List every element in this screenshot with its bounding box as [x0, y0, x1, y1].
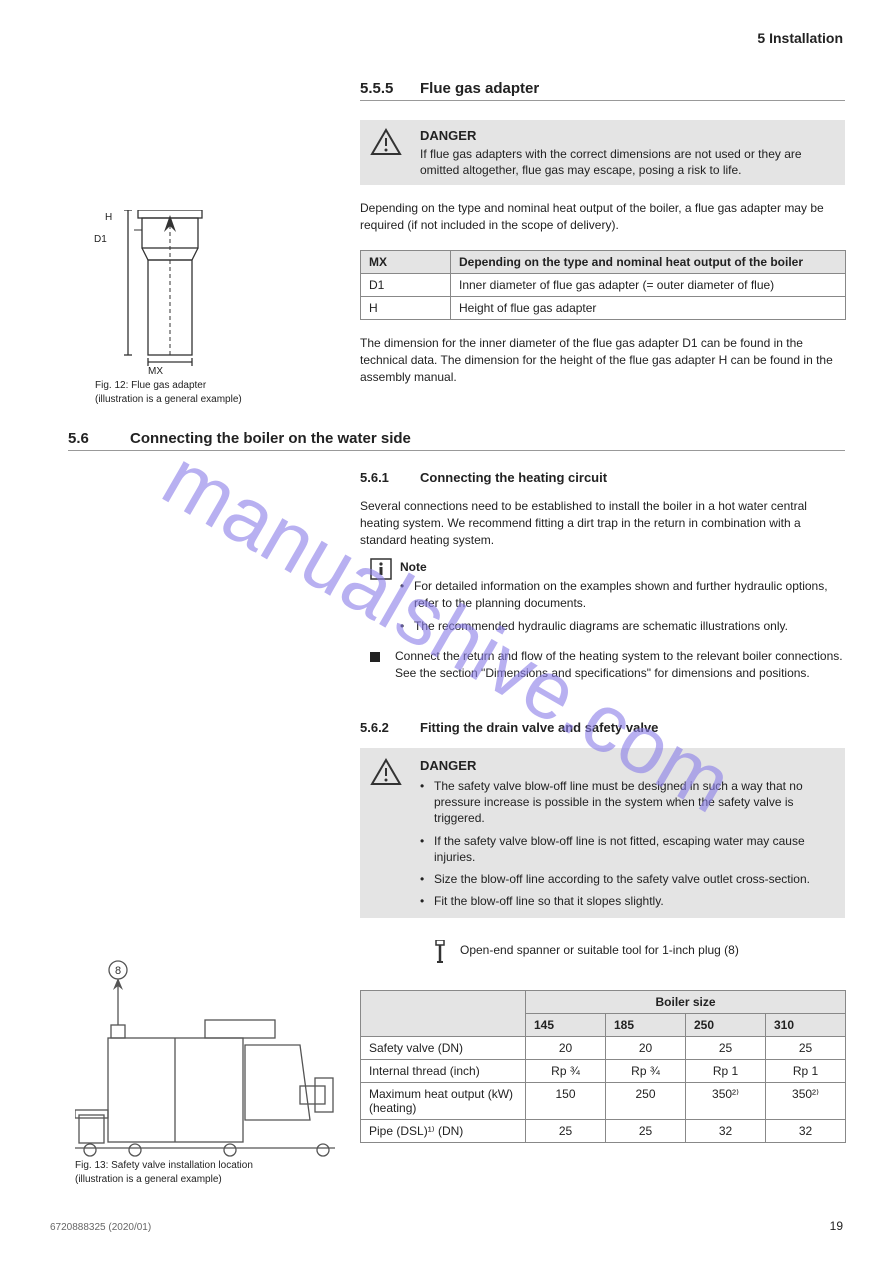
- table-cell: 25: [606, 1120, 686, 1143]
- table-cell: Maximum heat output (kW) (heating): [361, 1083, 526, 1120]
- list-item: Size the blow-off line according to the …: [420, 871, 835, 887]
- table-cell: Rp 1: [686, 1060, 766, 1083]
- table-cell: 32: [686, 1120, 766, 1143]
- safety-valve-table: Boiler size 145 185 250 310 Safety valve…: [360, 990, 846, 1143]
- section-number-56: 5.6: [68, 430, 89, 447]
- table-row: Safety valve (DN) 20 20 25 25: [361, 1037, 846, 1060]
- flue-dimensions-table: MX Depending on the type and nominal hea…: [360, 250, 846, 320]
- table-cell: Rp ¾: [606, 1060, 686, 1083]
- table-cell: H: [361, 297, 451, 320]
- table-header: Boiler size: [526, 991, 846, 1014]
- flue-para-2: The dimension for the inner diameter of …: [360, 335, 845, 385]
- dim-label-mx: MX: [148, 366, 163, 377]
- list-item: Fit the blow-off line so that it slopes …: [420, 893, 835, 909]
- figure-subcaption: (illustration is a general example): [95, 394, 242, 405]
- table-header: 310: [766, 1014, 846, 1037]
- boiler-figure: 8: [75, 960, 335, 1165]
- table-cell: 20: [526, 1037, 606, 1060]
- info-icon: [370, 558, 392, 585]
- action-bullet-icon: [370, 652, 380, 662]
- table-cell: Height of flue gas adapter: [451, 297, 846, 320]
- list-item: For detailed information on the examples…: [400, 578, 845, 612]
- danger-text: If flue gas adapters with the correct di…: [420, 146, 830, 178]
- heating-circuit-intro: Several connections need to be establish…: [360, 498, 845, 548]
- table-cell: Rp 1: [766, 1060, 846, 1083]
- figure-caption: Fig. 13: Safety valve installation locat…: [75, 1160, 253, 1171]
- tool-icon: [430, 940, 450, 969]
- table-row: Internal thread (inch) Rp ¾ Rp ¾ Rp 1 Rp…: [361, 1060, 846, 1083]
- flue-para-1: Depending on the type and nominal heat o…: [360, 200, 845, 234]
- warning-icon: [370, 128, 402, 161]
- warning-icon: [370, 758, 402, 791]
- section-divider: [68, 450, 845, 451]
- tool-requirement: Open-end spanner or suitable tool for 1-…: [460, 942, 845, 959]
- table-cell: 350²⁾: [686, 1083, 766, 1120]
- table-header: [361, 991, 526, 1037]
- page-number: 19: [830, 1219, 843, 1233]
- table-cell: Inner diameter of flue gas adapter (= ou…: [451, 274, 846, 297]
- table-header: 145: [526, 1014, 606, 1037]
- section-divider: [360, 100, 845, 101]
- subsection-title-561: Connecting the heating circuit: [420, 470, 607, 485]
- table-header: MX: [361, 251, 451, 274]
- table-row: D1 Inner diameter of flue gas adapter (=…: [361, 274, 846, 297]
- table-header: 250: [686, 1014, 766, 1037]
- list-item: If the safety valve blow-off line is not…: [420, 833, 835, 865]
- table-cell: 20: [606, 1037, 686, 1060]
- table-cell: 25: [766, 1037, 846, 1060]
- subsection-number-561: 5.6.1: [360, 470, 389, 485]
- table-cell: 250: [606, 1083, 686, 1120]
- figure-subcaption: (illustration is a general example): [75, 1174, 222, 1185]
- flue-adapter-figure: [120, 210, 220, 375]
- table-header: 185: [606, 1014, 686, 1037]
- table-cell: 350²⁾: [766, 1083, 846, 1120]
- note-list: For detailed information on the examples…: [400, 578, 845, 640]
- list-item: The recommended hydraulic diagrams are s…: [400, 618, 845, 635]
- header-title: 5 Installation: [757, 30, 843, 46]
- callout-label: 8: [115, 965, 121, 977]
- table-cell: 25: [526, 1120, 606, 1143]
- table-cell: Safety valve (DN): [361, 1037, 526, 1060]
- table-cell: D1: [361, 274, 451, 297]
- dim-label-h: H: [105, 212, 112, 223]
- table-row: Pipe (DSL)¹⁾ (DN) 25 25 32 32: [361, 1120, 846, 1143]
- figure-caption: Fig. 12: Flue gas adapter: [95, 380, 206, 391]
- section-title-555: Flue gas adapter: [420, 80, 539, 97]
- table-cell: Internal thread (inch): [361, 1060, 526, 1083]
- table-cell: 32: [766, 1120, 846, 1143]
- table-row: H Height of flue gas adapter: [361, 297, 846, 320]
- table-cell: Pipe (DSL)¹⁾ (DN): [361, 1120, 526, 1143]
- subsection-title-562: Fitting the drain valve and safety valve: [420, 720, 658, 735]
- section-title-56: Connecting the boiler on the water side: [130, 430, 411, 447]
- table-row: Maximum heat output (kW) (heating) 150 2…: [361, 1083, 846, 1120]
- footer-docid: 6720888325 (2020/01): [50, 1222, 151, 1233]
- table-header: Depending on the type and nominal heat o…: [451, 251, 846, 274]
- danger-list: The safety valve blow-off line must be d…: [420, 778, 835, 915]
- note-title: Note: [400, 560, 427, 574]
- action-text: Connect the return and flow of the heati…: [395, 648, 845, 682]
- table-cell: 25: [686, 1037, 766, 1060]
- table-cell: 150: [526, 1083, 606, 1120]
- table-cell: Rp ¾: [526, 1060, 606, 1083]
- danger-title: DANGER: [420, 758, 476, 773]
- dim-label-d1: D1: [94, 234, 107, 245]
- danger-title: DANGER: [420, 128, 476, 143]
- subsection-number-562: 5.6.2: [360, 720, 389, 735]
- list-item: The safety valve blow-off line must be d…: [420, 778, 835, 827]
- section-number-555: 5.5.5: [360, 80, 393, 97]
